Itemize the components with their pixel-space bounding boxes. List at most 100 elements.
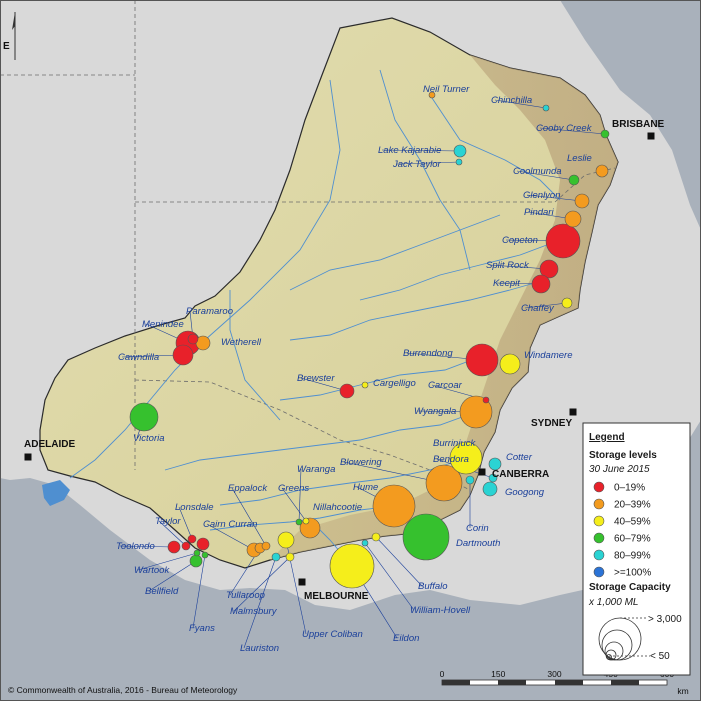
eastern-highlands bbox=[270, 55, 618, 560]
leader-line bbox=[298, 468, 302, 523]
storage-label: Neil Turner bbox=[423, 84, 470, 95]
leader-line bbox=[539, 127, 606, 135]
storage-labels: Neil Turner Chinchilla Cooby Creek Lake Kaj… bbox=[116, 84, 593, 654]
storage-marker-copeton bbox=[545, 223, 581, 259]
leader-line bbox=[381, 149, 461, 152]
storage-marker-wartook bbox=[193, 549, 201, 557]
legend-capacity-unit: x 1,000 ML bbox=[588, 597, 638, 608]
storage-label: Wartook bbox=[134, 565, 170, 576]
storage-label: Cairn Curran bbox=[203, 519, 257, 530]
storage-label: Upper Coliban bbox=[302, 629, 363, 640]
storage-marker-jack-taylor bbox=[455, 158, 463, 166]
storage-marker-taylor bbox=[181, 541, 191, 551]
legend-class-label: 80–99% bbox=[614, 551, 651, 562]
storage-label: Split Rock bbox=[486, 260, 530, 271]
storage-marker-bellfield bbox=[189, 554, 203, 568]
city-label: ADELAIDE bbox=[24, 439, 75, 450]
city-marker bbox=[569, 408, 577, 416]
storage-label: Fyans bbox=[189, 623, 215, 634]
storage-marker-lonsdale bbox=[187, 534, 197, 544]
city-marker bbox=[478, 468, 486, 476]
city-label: CANBERRA bbox=[492, 469, 549, 480]
storage-label: Carcoar bbox=[428, 380, 463, 391]
storage-marker-greens bbox=[302, 517, 310, 525]
storage-marker-wyangala bbox=[459, 395, 493, 429]
storage-marker-pindari bbox=[564, 210, 582, 228]
north-arrow: E bbox=[3, 12, 16, 60]
leader-line bbox=[364, 542, 415, 611]
storage-label: Brewster bbox=[297, 373, 335, 384]
city-label: MELBOURNE bbox=[304, 591, 369, 602]
storage-marker-chinchilla bbox=[542, 104, 550, 112]
storage-marker-william-hovell bbox=[361, 539, 369, 547]
leader-line bbox=[148, 560, 197, 592]
storage-label: Menindee bbox=[142, 319, 184, 330]
legend-class-label: 60–79% bbox=[614, 534, 651, 545]
storage-marker-googong bbox=[482, 481, 498, 497]
leader-line bbox=[233, 556, 291, 612]
storage-marker-dartmouth bbox=[402, 513, 450, 561]
storage-marker-upper-coliban bbox=[277, 531, 295, 549]
lake-alexandrina bbox=[42, 480, 70, 506]
legend-levels-title: Storage levels bbox=[589, 450, 657, 461]
storage-label: Taylor bbox=[155, 516, 181, 527]
storage-marker-buffalo bbox=[371, 532, 381, 542]
storage-marker-bendora bbox=[488, 473, 498, 483]
storage-label: Cawndilla bbox=[118, 352, 159, 363]
storage-label: Windamere bbox=[524, 350, 573, 361]
storage-marker-victoria bbox=[129, 402, 159, 432]
storage-marker-hume bbox=[372, 484, 416, 528]
storage-marker-burrinjuck bbox=[449, 441, 483, 475]
legend-capacity-min: < 50 bbox=[650, 651, 670, 662]
storage-label: Chaffey bbox=[521, 303, 555, 314]
legend-class-label: 0–19% bbox=[614, 483, 645, 494]
leader-line bbox=[206, 523, 255, 551]
legend-class-label: 20–39% bbox=[614, 500, 651, 511]
legend-swatch bbox=[593, 532, 605, 544]
storage-marker-paramaroo bbox=[187, 333, 199, 345]
city-marker bbox=[647, 132, 655, 140]
storage-label: Copeton bbox=[502, 235, 538, 246]
storage-label: Nillahcootie bbox=[313, 502, 362, 513]
storage-marker-coolmunda bbox=[568, 174, 580, 186]
legend-swatch bbox=[593, 515, 605, 527]
storage-marker-leslie bbox=[595, 164, 609, 178]
leader-line bbox=[489, 264, 550, 270]
storage-marker-burrendong bbox=[465, 343, 499, 377]
legend-class-label: 40–59% bbox=[614, 517, 651, 528]
city-marker bbox=[24, 453, 32, 461]
city-label: BRISBANE bbox=[612, 119, 665, 130]
storage-label: Googong bbox=[505, 487, 545, 498]
storage-marker-glenlyon bbox=[574, 193, 590, 209]
leader-line bbox=[231, 487, 267, 547]
legend-title: Legend bbox=[589, 432, 625, 443]
scale-tick-label: 150 bbox=[491, 669, 505, 679]
leader-line bbox=[300, 377, 348, 392]
storage-marker-rocklands bbox=[196, 537, 210, 551]
city-label: SYDNEY bbox=[531, 418, 572, 429]
storage-label: Hume bbox=[353, 482, 378, 493]
storage-label: Paramaroo bbox=[186, 306, 233, 317]
storage-label: Cargelligo bbox=[373, 378, 416, 389]
storage-marker-neil-turner bbox=[428, 91, 436, 99]
scale-tick-label: 0 bbox=[440, 669, 445, 679]
storage-label: Cooby Creek bbox=[536, 123, 593, 134]
legend: Legend Storage levels 30 June 2015 0–19%… bbox=[582, 422, 691, 676]
storage-label: Jack Taylor bbox=[392, 159, 442, 170]
storage-label: Burrendong bbox=[403, 348, 453, 359]
leader-line bbox=[158, 520, 187, 547]
storage-label: Pindari bbox=[524, 207, 554, 218]
leader-line bbox=[178, 506, 193, 540]
leader-line bbox=[396, 161, 460, 165]
storage-marker-lake-kajarabie bbox=[453, 144, 467, 158]
storage-label: Glenlyon bbox=[523, 190, 561, 201]
storage-marker-cawndilla bbox=[172, 344, 194, 366]
storage-marker-chaffey bbox=[561, 297, 573, 309]
scale-tick-label: 300 bbox=[547, 669, 561, 679]
leader-line bbox=[243, 556, 277, 649]
legend-capacity-max: > 3,000 bbox=[648, 614, 682, 625]
storage-marker-lauriston bbox=[271, 552, 281, 562]
legend-classes: 0–19% 20–39% 40–59% 60–79% 80–99% >=100% bbox=[593, 481, 651, 579]
